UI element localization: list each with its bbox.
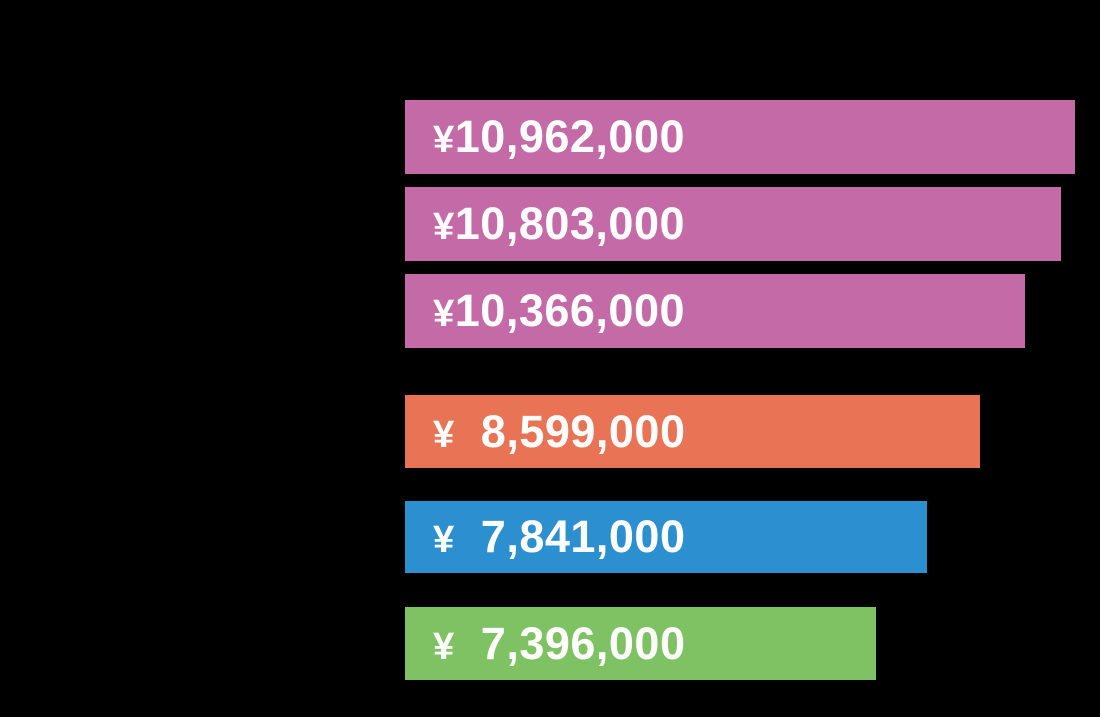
bar-value-label: ¥10,366,000: [433, 285, 686, 337]
bar-row-1: ¥10,962,000: [405, 100, 1075, 174]
bar-value-label: ¥10,962,000: [433, 111, 686, 163]
bar-row-5: ¥ 7,841,000: [405, 501, 927, 573]
bar-row-3: ¥10,366,000: [405, 274, 1025, 348]
bar-row-4: ¥ 8,599,000: [405, 395, 980, 468]
bar-row-6: ¥ 7,396,000: [405, 607, 876, 680]
bar-row-2: ¥10,803,000: [405, 187, 1061, 261]
bar-value-label: ¥ 8,599,000: [433, 405, 686, 457]
bar-value-label: ¥10,803,000: [433, 198, 686, 250]
bar-value-label: ¥ 7,841,000: [433, 511, 686, 563]
bar-value-label: ¥ 7,396,000: [433, 617, 686, 669]
